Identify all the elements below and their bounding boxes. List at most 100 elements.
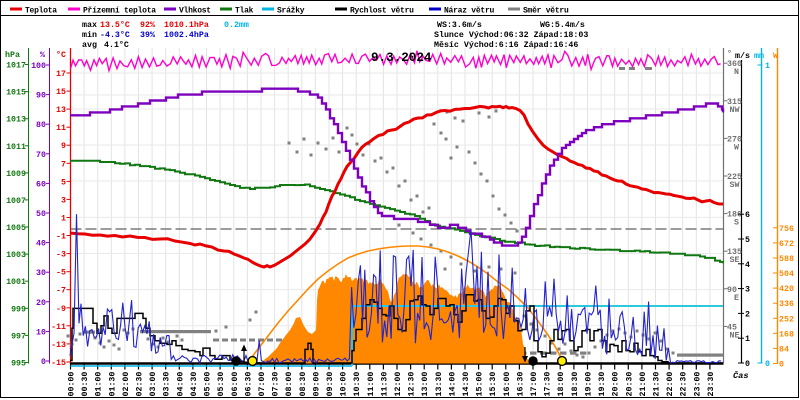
svg-text:315: 315 <box>727 98 742 107</box>
svg-text:mm: mm <box>754 52 764 61</box>
svg-text:180: 180 <box>727 211 742 220</box>
svg-text:5: 5 <box>745 236 750 245</box>
svg-text:N: N <box>734 68 739 77</box>
svg-text:45: 45 <box>727 323 737 332</box>
svg-text:11: 11 <box>56 124 66 133</box>
svg-text:3: 3 <box>61 196 66 205</box>
svg-text:WS:3.6m/s: WS:3.6m/s <box>437 20 482 30</box>
svg-text:Teplota: Teplota <box>25 7 57 16</box>
svg-text:7: 7 <box>61 160 66 169</box>
svg-text:1001: 1001 <box>6 278 26 287</box>
svg-text:-7: -7 <box>56 287 66 296</box>
svg-text:0: 0 <box>779 361 784 370</box>
svg-text:1007: 1007 <box>6 197 26 206</box>
svg-text:70: 70 <box>36 151 46 160</box>
svg-text:15:30: 15:30 <box>489 372 498 397</box>
svg-text:E: E <box>734 294 739 303</box>
svg-text:995: 995 <box>11 360 26 369</box>
svg-text:997: 997 <box>11 332 26 341</box>
svg-text:W: W <box>773 52 778 61</box>
svg-text:19:30: 19:30 <box>598 372 607 397</box>
svg-text:-9: -9 <box>56 305 66 314</box>
svg-text:hPa: hPa <box>5 50 20 60</box>
svg-text:min: min <box>82 30 97 40</box>
svg-text:1002.4hPa: 1002.4hPa <box>164 30 209 40</box>
svg-text:16:00: 16:00 <box>503 372 512 397</box>
svg-text:100: 100 <box>31 62 46 71</box>
svg-text:-5: -5 <box>56 269 66 278</box>
svg-text:0: 0 <box>765 360 770 369</box>
svg-text:08:00: 08:00 <box>285 372 294 397</box>
svg-text:504: 504 <box>779 270 794 279</box>
svg-text:15:00: 15:00 <box>476 372 485 397</box>
svg-text:0: 0 <box>745 360 750 369</box>
svg-text:19:00: 19:00 <box>585 372 594 397</box>
svg-text:Srážky: Srážky <box>277 7 305 16</box>
svg-text:06:00: 06:00 <box>231 372 240 397</box>
svg-text:17:30: 17:30 <box>544 372 553 397</box>
svg-text:1003: 1003 <box>6 251 26 260</box>
svg-text:1017: 1017 <box>6 62 26 71</box>
svg-text:11:00: 11:00 <box>367 372 376 397</box>
svg-text:Přízemní teplota: Přízemní teplota <box>83 7 156 16</box>
svg-text:01:00: 01:00 <box>95 372 104 397</box>
svg-text:30: 30 <box>36 269 46 278</box>
svg-text:18:00: 18:00 <box>557 372 566 397</box>
svg-text:10:30: 10:30 <box>353 372 362 397</box>
svg-text:00:00: 00:00 <box>68 372 77 397</box>
svg-text:18:30: 18:30 <box>571 372 580 397</box>
svg-text:m/s: m/s <box>735 51 750 61</box>
svg-text:14:00: 14:00 <box>448 372 457 397</box>
svg-text:13.5°C: 13.5°C <box>100 21 130 30</box>
svg-text:07:30: 07:30 <box>272 372 281 397</box>
svg-text:20: 20 <box>36 299 46 308</box>
svg-text:Směr větru: Směr větru <box>523 7 569 16</box>
svg-text:92%: 92% <box>140 21 155 30</box>
svg-text:17: 17 <box>56 70 66 79</box>
svg-text:13:30: 13:30 <box>435 372 444 397</box>
svg-text:270: 270 <box>727 135 742 144</box>
svg-text:13: 13 <box>56 106 66 115</box>
svg-text:10:00: 10:00 <box>340 372 349 397</box>
svg-text:756: 756 <box>779 225 794 234</box>
svg-text:40: 40 <box>36 240 46 249</box>
svg-text:-13: -13 <box>51 341 66 350</box>
svg-text:4.1°C: 4.1°C <box>104 41 129 50</box>
svg-text:3: 3 <box>745 286 750 295</box>
svg-text:Tlak: Tlak <box>235 7 254 16</box>
svg-text:22:00: 22:00 <box>666 372 675 397</box>
svg-text:1011: 1011 <box>6 143 26 152</box>
svg-text:05:30: 05:30 <box>217 372 226 397</box>
svg-text:Měsíc Východ:6:16 Západ:16:4: Měsíc Východ:6:16 Západ:16:46 <box>434 40 578 50</box>
svg-text:S: S <box>734 219 739 228</box>
svg-text:90: 90 <box>727 286 737 295</box>
svg-text:-15: -15 <box>51 359 66 368</box>
svg-text:Vlhkost: Vlhkost <box>179 7 211 16</box>
svg-text:60: 60 <box>36 180 46 189</box>
svg-text:252: 252 <box>779 315 794 324</box>
svg-text:39%: 39% <box>140 31 155 40</box>
svg-text:Čas: Čas <box>733 370 748 381</box>
svg-text:03:00: 03:00 <box>149 372 158 397</box>
svg-text:50: 50 <box>36 210 46 219</box>
svg-text:20:30: 20:30 <box>625 372 634 397</box>
svg-text:SE: SE <box>730 256 740 265</box>
svg-text:Náraz větru: Náraz větru <box>444 7 495 16</box>
svg-text:9.3.2024: 9.3.2024 <box>371 51 432 65</box>
svg-text:02:00: 02:00 <box>122 372 131 397</box>
svg-text:16:30: 16:30 <box>516 372 525 397</box>
svg-text:672: 672 <box>779 240 794 249</box>
svg-text:-1: -1 <box>56 233 66 242</box>
svg-text:225: 225 <box>727 173 742 182</box>
svg-text:360: 360 <box>727 60 742 69</box>
svg-text:00:30: 00:30 <box>81 372 90 397</box>
svg-text:15: 15 <box>56 88 66 97</box>
svg-text:SW: SW <box>730 181 740 190</box>
svg-text:07:00: 07:00 <box>258 372 267 397</box>
svg-text:-3: -3 <box>56 251 66 260</box>
svg-text:%: % <box>40 51 45 60</box>
svg-text:2: 2 <box>745 310 750 319</box>
svg-text:avg: avg <box>82 41 97 50</box>
svg-text:336: 336 <box>779 300 794 309</box>
svg-text:°C: °C <box>56 51 66 60</box>
